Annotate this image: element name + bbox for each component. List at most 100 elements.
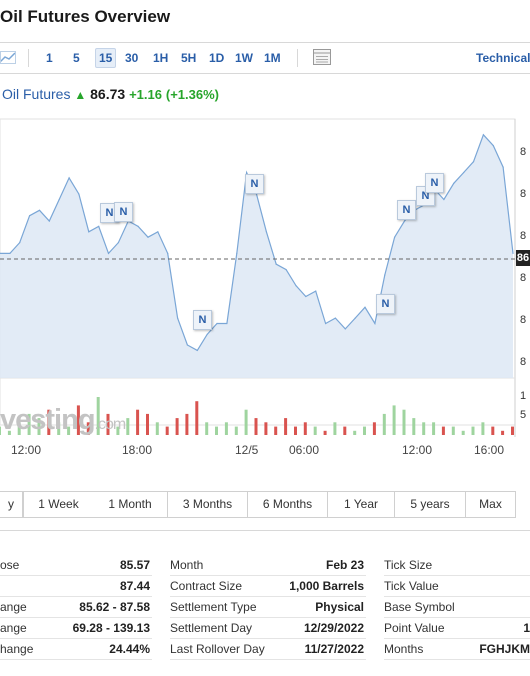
volume-bar	[175, 418, 179, 435]
quote-header: Oil Futures ▲ 86.73 +1.16 (+1.36%)	[2, 86, 219, 102]
volume-bar	[195, 401, 199, 435]
stat-row: Month Feb 23	[170, 555, 366, 576]
stat-row: Last Rollover Day 11/27/2022	[170, 639, 366, 660]
news-flag[interactable]: N	[193, 310, 212, 330]
price-point	[443, 198, 445, 201]
stat-value: 87.44	[119, 579, 150, 593]
volume-bar	[382, 413, 386, 435]
price-point	[226, 322, 228, 325]
up-arrow-icon: ▲	[74, 88, 87, 102]
volume-bar	[96, 397, 100, 435]
interval-1[interactable]: 1	[46, 51, 53, 65]
news-flag[interactable]: N	[114, 202, 133, 222]
volume-bar	[481, 422, 485, 435]
range-1-year[interactable]: 1 Year	[328, 491, 395, 518]
y-tick-label: 8	[520, 272, 527, 284]
interval-5[interactable]: 5	[73, 51, 80, 65]
y-tick-label: 8	[520, 356, 527, 368]
volume-bar	[471, 426, 475, 435]
volume-bar	[432, 422, 436, 435]
interval-5h[interactable]: 5H	[181, 51, 197, 65]
range-1-day[interactable]: y	[0, 491, 23, 518]
price-point	[157, 231, 159, 233]
price-point	[246, 171, 248, 174]
price-point	[196, 349, 198, 351]
price-point	[236, 252, 238, 254]
stat-value: Feb 23	[325, 558, 364, 572]
price-change-percent: (+1.36%)	[165, 87, 219, 102]
interval-30[interactable]: 30	[125, 51, 139, 65]
price-point	[384, 274, 386, 276]
stat-row: Months FGHJKM	[384, 639, 530, 660]
x-tick-label: 12:00	[11, 443, 42, 457]
x-tick-label: 12:00	[402, 443, 433, 457]
stat-row: Tick Size	[384, 555, 530, 576]
stat-row: Point Value 1	[384, 618, 530, 639]
stat-value: 69.28 - 139.13	[72, 621, 150, 635]
volume-bars	[0, 397, 514, 435]
price-point	[88, 231, 90, 233]
volume-bar	[86, 422, 90, 435]
stat-row: Tick Value	[384, 576, 530, 597]
volume-bar	[313, 426, 317, 435]
range-5-years[interactable]: 5 years	[395, 491, 466, 518]
range-1-month[interactable]: 1 Month	[93, 491, 168, 518]
interval-15[interactable]: 15	[95, 48, 117, 68]
volume-bar	[491, 426, 495, 435]
price-point	[265, 231, 267, 233]
volume-bar	[126, 418, 130, 435]
news-flag[interactable]: N	[397, 200, 416, 220]
interval-1h[interactable]: 1H	[153, 51, 169, 65]
price-point	[275, 263, 277, 265]
volume-bar	[294, 426, 297, 435]
volume-bar	[303, 422, 307, 435]
volume-bar	[37, 418, 41, 435]
price-point	[344, 328, 346, 330]
price-point	[48, 220, 50, 222]
volume-bar	[353, 430, 357, 435]
news-flag[interactable]: N	[425, 173, 444, 193]
x-tick-label: 06:00	[289, 443, 320, 457]
stat-row: hange 24.44%	[0, 639, 152, 660]
range-max[interactable]: Max	[466, 491, 516, 518]
volume-bar	[422, 422, 426, 435]
volume-bar	[264, 422, 268, 435]
volume-bar	[57, 422, 61, 435]
stat-label: ange	[0, 621, 27, 635]
stat-row: ange 69.28 - 139.13	[0, 618, 152, 639]
range-3-months[interactable]: 3 Months	[168, 491, 248, 518]
volume-bar	[17, 422, 21, 435]
last-price-tag: 86	[516, 250, 530, 266]
stat-label: Last Rollover Day	[170, 642, 265, 656]
price-point	[206, 333, 208, 335]
interval-1d[interactable]: 1D	[209, 51, 225, 65]
stat-value: 1,000 Barrels	[289, 579, 364, 593]
range-1-week[interactable]: 1 Week	[23, 491, 94, 518]
x-tick-label: 12/5	[235, 443, 259, 457]
price-point	[374, 322, 376, 325]
chart-type-icon[interactable]	[0, 48, 16, 71]
interval-1w[interactable]: 1W	[235, 51, 253, 65]
volume-bar	[67, 426, 71, 435]
stat-value: FGHJKM	[479, 642, 530, 656]
price-point	[364, 306, 366, 308]
volume-bar	[274, 426, 278, 435]
stat-value: 85.57	[119, 558, 150, 572]
volume-bar	[323, 430, 327, 435]
volume-bar	[441, 426, 445, 435]
price-point	[186, 344, 188, 346]
price-point	[29, 215, 31, 217]
interval-1m[interactable]: 1M	[264, 51, 281, 65]
news-flag[interactable]: N	[245, 174, 264, 194]
price-point	[38, 209, 41, 211]
price-point	[492, 145, 494, 147]
stat-label: Tick Size	[384, 558, 433, 572]
volume-bar	[284, 418, 288, 435]
technical-link[interactable]: Technical	[476, 51, 530, 65]
price-point	[177, 317, 179, 319]
price-point	[78, 193, 80, 195]
range-6-months[interactable]: 6 Months	[248, 491, 328, 518]
table-view-icon[interactable]	[312, 48, 332, 71]
volume-bar	[461, 430, 465, 435]
news-flag[interactable]: N	[376, 294, 395, 314]
